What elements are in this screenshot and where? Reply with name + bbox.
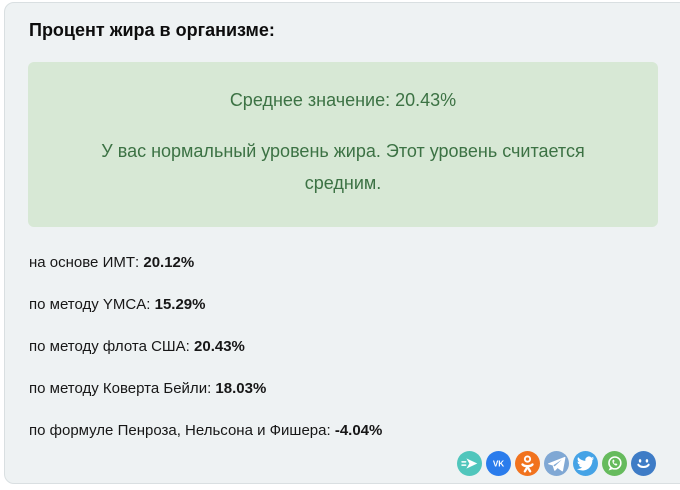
method-value: 18.03% [215,380,267,397]
method-value: 20.43% [194,338,245,355]
method-row-bmi: на основе ИМТ: 20.12% [29,254,680,272]
method-row-us-navy: по методу флота США: 20.43% [29,338,680,356]
method-label: по методу Коверта Бейли: [29,380,212,397]
svg-text:VK: VK [493,460,504,469]
result-description: У вас нормальный уровень жира. Этот уров… [101,141,585,193]
results-card: Процент жира в организме: Среднее значен… [4,2,680,484]
share-button-generic[interactable] [457,451,482,476]
method-value: -4.04% [334,422,383,439]
telegram-icon [544,451,569,476]
average-result-box: Среднее значение: 20.43% У вас нормальны… [28,62,658,227]
vk-icon: VK [486,451,511,476]
moi-mir-smiley-icon [631,451,656,476]
odnoklassniki-icon [515,451,540,476]
share-button-moi-mir[interactable] [631,451,656,476]
share-button-telegram[interactable] [544,451,569,476]
methods-list: на основе ИМТ: 20.12% по методу YMCA: 15… [29,254,680,440]
method-row-penrose-nelson-fisher: по формуле Пенроза, Нельсона и Фишера: -… [29,422,680,440]
method-row-ymca: по методу YMCA: 15.29% [29,296,680,314]
share-button-vk[interactable]: VK [486,451,511,476]
method-value: 15.29% [154,296,206,313]
share-button-odnoklassniki[interactable] [515,451,540,476]
average-value: Среднее значение: 20.43% [229,90,457,110]
share-buttons: VK [457,451,656,476]
whatsapp-icon [602,451,627,476]
method-row-covert-bailey: по методу Коверта Бейли: 18.03% [29,380,680,398]
share-button-twitter[interactable] [573,451,598,476]
method-label: на основе ИМТ: [29,254,140,271]
share-button-whatsapp[interactable] [602,451,627,476]
share-arrow-icon [457,451,482,476]
twitter-icon [573,451,598,476]
method-label: по методу YMCA: [29,296,151,313]
method-label: по формуле Пенроза, Нельсона и Фишера: [29,422,331,439]
page-title: Процент жира в организме: [29,20,275,40]
method-label: по методу флота США: [29,338,190,355]
method-value: 20.12% [143,254,195,271]
